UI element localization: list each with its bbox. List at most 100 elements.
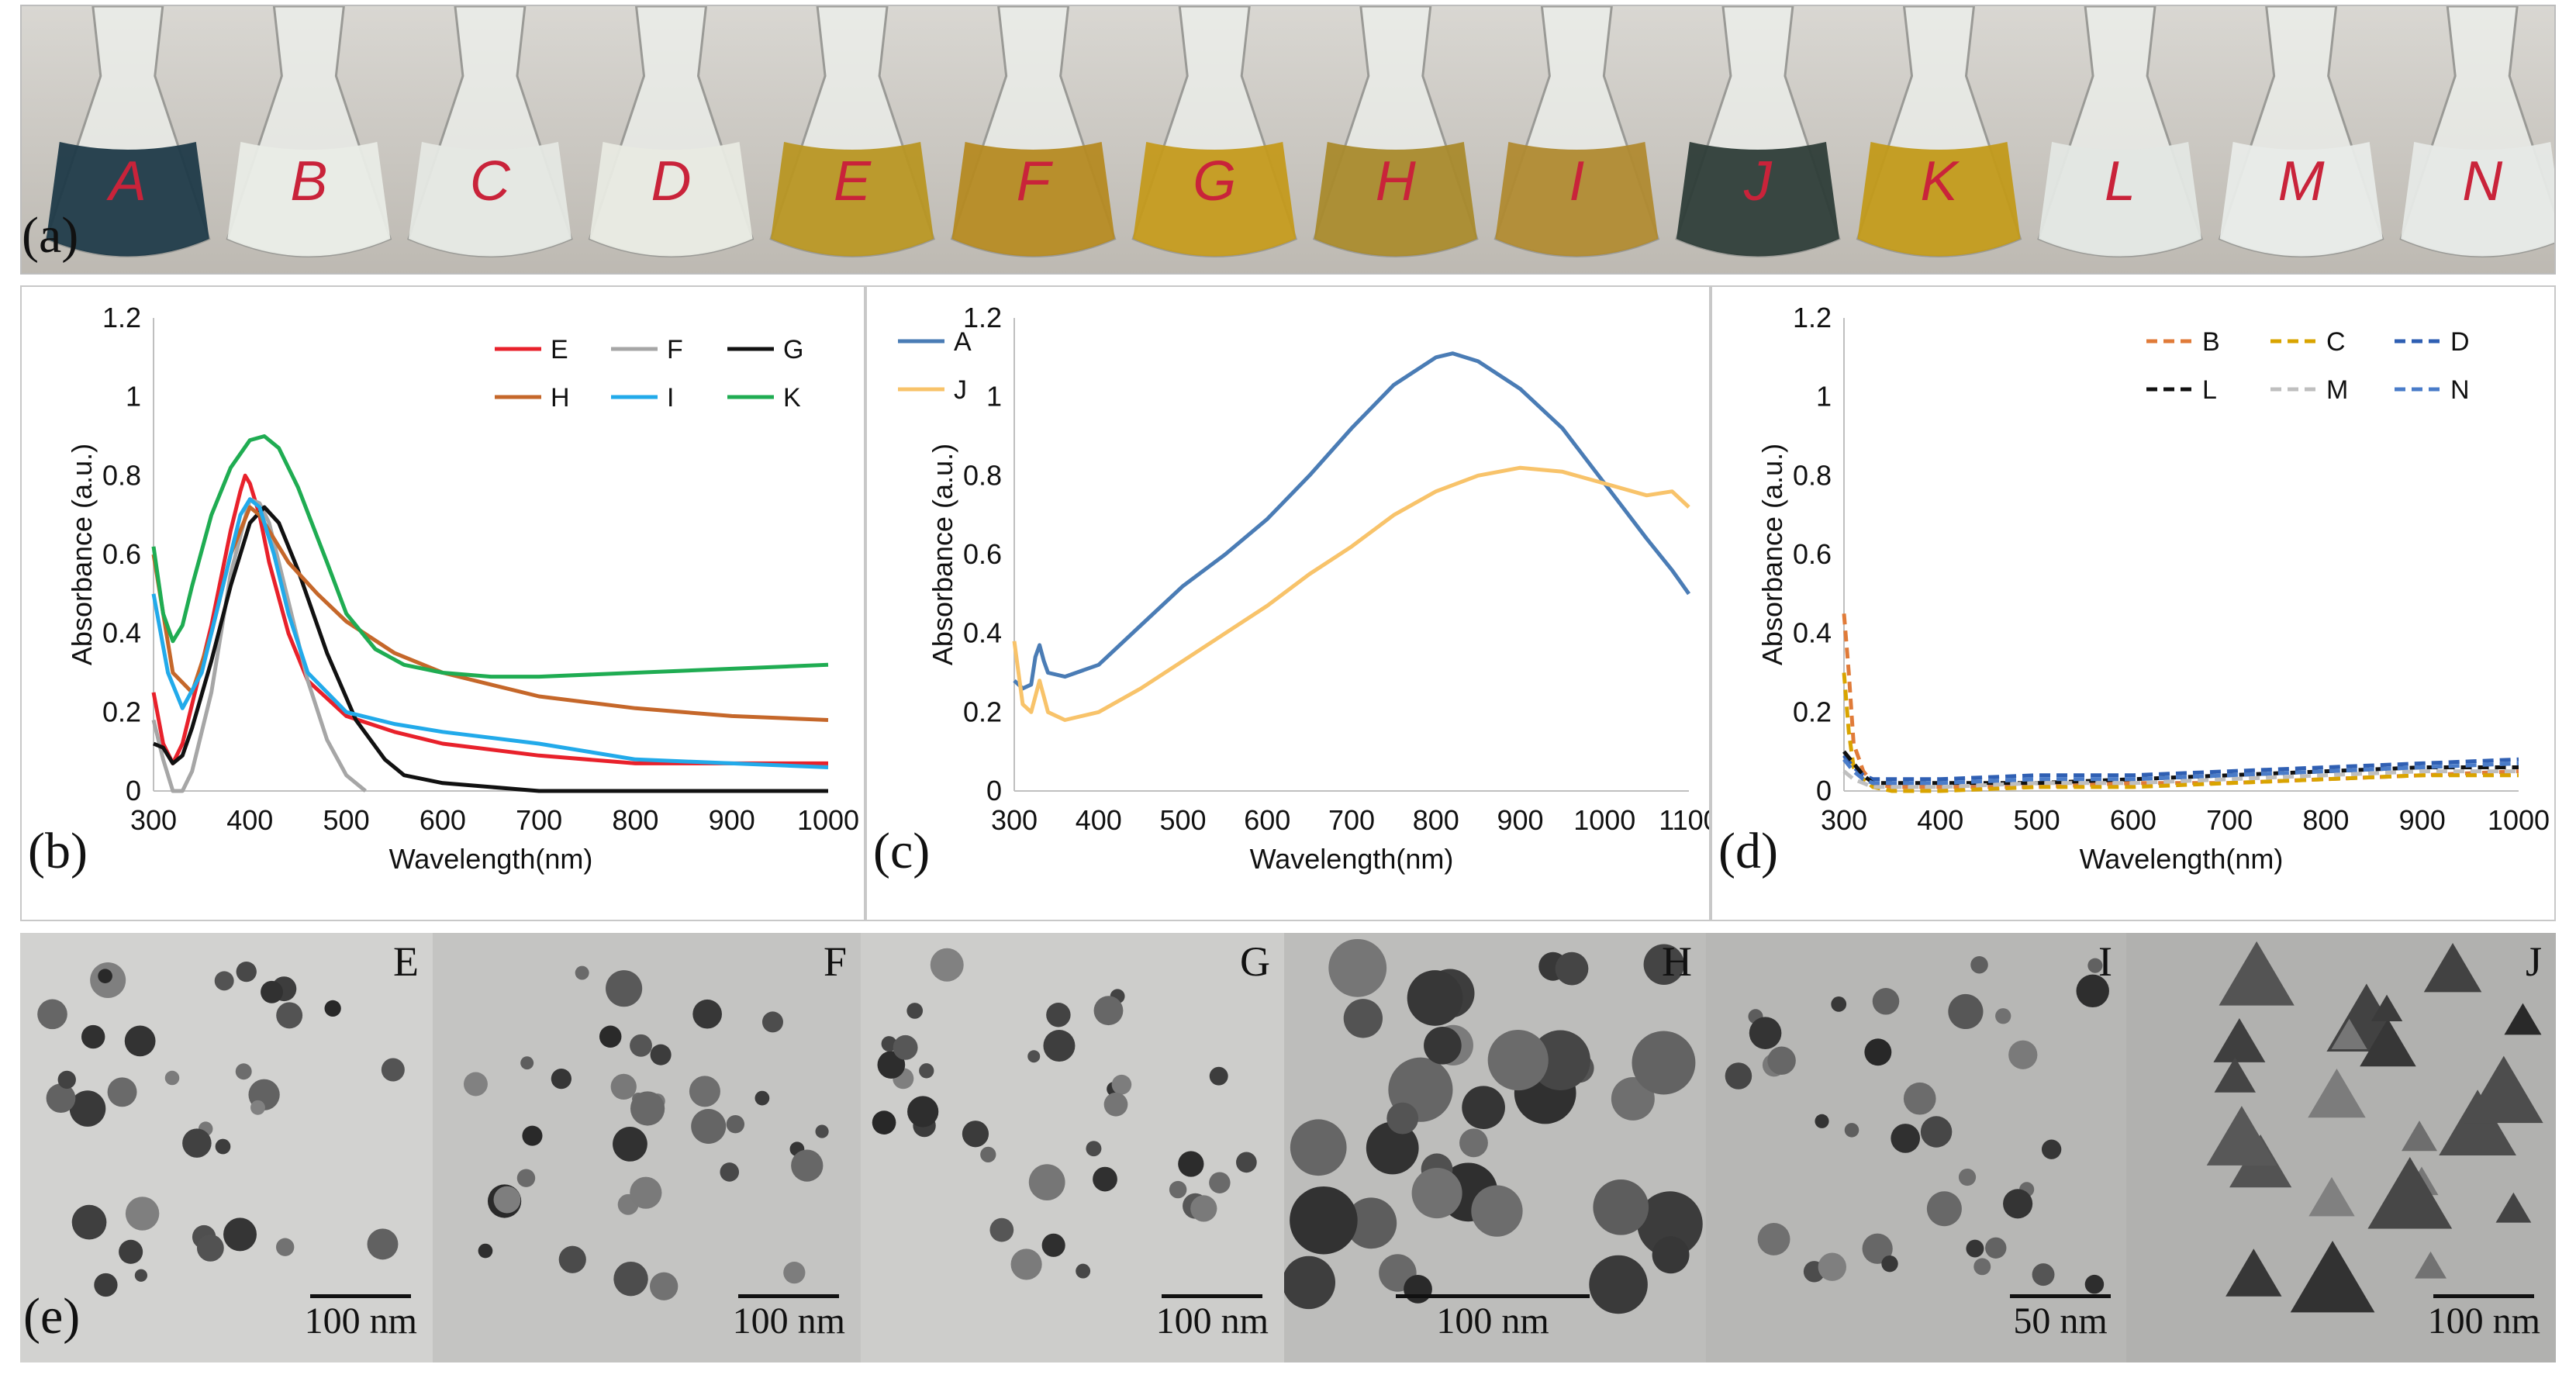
- tem-image-e: E 100 nm: [20, 933, 433, 1362]
- x-tick-label: 500: [1159, 804, 1206, 836]
- flask-label: J: [1743, 150, 1773, 212]
- nanoparticle: [980, 1146, 996, 1162]
- nanoparticle: [324, 1000, 341, 1017]
- series-line-k: [151, 434, 829, 679]
- y-tick-label: 1.2: [102, 302, 141, 333]
- x-tick-label: 300: [130, 804, 177, 836]
- flask-m: M: [2218, 6, 2384, 257]
- nanoparticle: [989, 1217, 1014, 1242]
- panel-label-e: (e): [23, 1288, 81, 1345]
- y-tick-label: 0: [126, 775, 141, 806]
- legend-label-c: C: [2326, 327, 2346, 357]
- nanoparticle: [1093, 996, 1124, 1026]
- flask-photo-illustration: A B C D E F G H I J K L M N: [22, 6, 2554, 273]
- x-tick-label: 900: [2399, 804, 2446, 836]
- scale-bar-label: 100 nm: [1436, 1300, 1549, 1342]
- legend-label-i: I: [667, 383, 674, 413]
- nanoparticle: [599, 1025, 622, 1048]
- nanoparticle: [276, 1002, 303, 1029]
- scale-bar: 100 nm: [305, 1294, 417, 1342]
- scale-bar-label: 50 nm: [2013, 1300, 2108, 1342]
- flask-label: L: [2105, 150, 2136, 212]
- nanoprism: [2464, 1055, 2543, 1124]
- series-line-a: [1013, 351, 1691, 691]
- legend-label-l: L: [2202, 375, 2217, 405]
- flask-liquid: [1676, 142, 1839, 257]
- flask-liquid: [2039, 142, 2202, 257]
- nanoprism: [2219, 941, 2295, 1006]
- x-tick-label: 1000: [797, 804, 859, 836]
- legend-label-d: D: [2450, 327, 2470, 357]
- flask-liquid: [2219, 142, 2383, 257]
- nanoprism: [2402, 1121, 2438, 1152]
- nanoparticle: [275, 1238, 295, 1256]
- nanoparticle: [1995, 1008, 2011, 1024]
- tem-letter: J: [2525, 938, 2542, 985]
- flask-d: D: [588, 6, 754, 257]
- series-line-b: [1842, 613, 2519, 789]
- tem-letter: G: [1240, 938, 1270, 985]
- nanoparticle: [463, 1072, 488, 1097]
- nanoparticle: [1920, 1116, 1953, 1148]
- nanoparticle: [1046, 1003, 1071, 1027]
- flask-label: D: [651, 150, 692, 212]
- x-tick-label: 600: [1244, 804, 1290, 836]
- nanoparticle: [692, 999, 722, 1029]
- nanoparticle: [1041, 1233, 1065, 1257]
- x-tick-label: 600: [420, 804, 466, 836]
- nanoparticle: [1844, 1123, 1859, 1138]
- y-tick-label: 0.6: [102, 538, 141, 570]
- nanoparticle: [493, 1186, 521, 1214]
- nanoparticle: [1284, 1255, 1335, 1310]
- y-tick-label: 0.4: [1793, 617, 1832, 649]
- nanoparticle: [1589, 1255, 1648, 1314]
- y-tick-label: 1.2: [1793, 302, 1832, 333]
- nanoparticle: [1757, 1223, 1790, 1255]
- flask-label: N: [2462, 150, 2503, 212]
- nanoparticle: [2008, 1040, 2038, 1069]
- nanoparticle: [1926, 1191, 1962, 1227]
- nanoparticle: [2041, 1139, 2062, 1159]
- x-tick-label: 600: [2110, 804, 2156, 836]
- nanoparticle: [1818, 1252, 1847, 1281]
- tem-image-i: I 50 nm: [1706, 933, 2126, 1362]
- legend-label-g: G: [783, 335, 803, 364]
- nanoprism: [2504, 1003, 2542, 1035]
- nanoparticle: [919, 1063, 934, 1079]
- series-line-n: [1842, 758, 2519, 786]
- nanoparticle: [1028, 1164, 1065, 1201]
- tem-image-f: F 100 nm: [433, 933, 861, 1362]
- nanoparticle: [1749, 1017, 1782, 1049]
- scale-bar-label: 100 nm: [1155, 1300, 1269, 1342]
- legend-label-a: A: [954, 327, 972, 357]
- scale-bar: 100 nm: [1156, 1294, 1269, 1342]
- tem-letter: F: [823, 938, 847, 985]
- nanoparticle: [98, 969, 112, 984]
- nanoparticle: [196, 1234, 224, 1262]
- flask-liquid: [1314, 142, 1477, 257]
- nanoparticle: [2076, 974, 2109, 1008]
- legend-label-e: E: [551, 335, 568, 364]
- nanoparticle: [630, 1176, 662, 1209]
- panel-d: 0 0.2 0.4 0.6 0.8 1 1.2 300 400 500 600 700 800 900 10…: [1711, 285, 2556, 921]
- flask-liquid: [1857, 142, 2021, 257]
- nanoparticle: [124, 1025, 156, 1057]
- nanoparticle: [551, 1068, 571, 1090]
- nanoparticle: [367, 1228, 399, 1260]
- y-tick-label: 0.2: [963, 696, 1002, 727]
- legend-label-j: J: [954, 375, 967, 405]
- nanoprism: [2290, 1240, 2375, 1313]
- nanoparticle: [689, 1076, 720, 1107]
- nanoparticle: [1881, 1255, 1898, 1273]
- nanoparticle: [2032, 1263, 2055, 1286]
- tem-particles: [37, 961, 405, 1297]
- y-tick-label: 1: [1816, 381, 1832, 413]
- x-tick-label: 400: [226, 804, 273, 836]
- legend-label-n: N: [2450, 375, 2470, 405]
- flask-label: I: [1569, 150, 1584, 212]
- chart-b: 0 0.2 0.4 0.6 0.8 1 1.2 300 400 500 600 700 800 900 10…: [66, 302, 859, 875]
- tem-image-g: G 100 nm: [861, 933, 1284, 1362]
- x-tick-label: 500: [323, 804, 370, 836]
- nanoparticle: [1236, 1152, 1257, 1173]
- tem-image-h: H 100 nm: [1284, 933, 1706, 1362]
